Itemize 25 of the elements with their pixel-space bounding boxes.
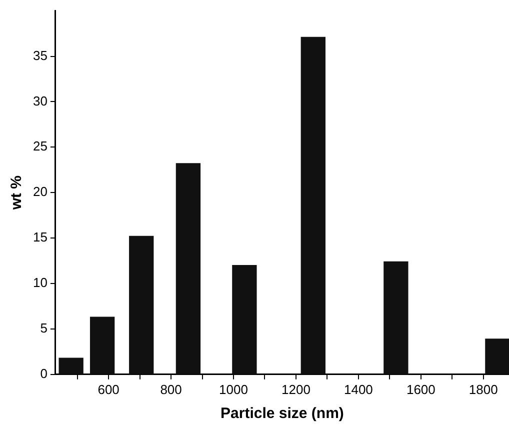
x-axis-title: Particle size (nm): [220, 405, 344, 422]
bar: [176, 163, 201, 374]
x-tick-label: 1200: [282, 382, 310, 397]
x-tick-label: 1000: [219, 382, 248, 397]
x-tick-label: 600: [98, 382, 120, 397]
x-tick-label: 1800: [468, 382, 498, 397]
bar: [384, 261, 408, 374]
y-tick-label: 15: [32, 230, 48, 245]
y-tick-label: 25: [32, 138, 48, 154]
bar: [232, 264, 257, 374]
y-tick-label: 5: [40, 320, 48, 336]
x-tick-label: 1400: [344, 382, 373, 397]
bar: [485, 338, 509, 374]
y-axis-title: wt %: [8, 176, 26, 211]
bar: [300, 36, 326, 374]
bar: [129, 236, 154, 374]
y-tick-label: 30: [32, 93, 48, 108]
y-tick-label: 35: [32, 48, 48, 63]
bar: [58, 358, 84, 374]
x-tick-label: 1600: [406, 382, 436, 397]
y-tick-label: 0: [40, 366, 48, 381]
bar: [90, 316, 115, 374]
y-tick-label: 20: [32, 184, 48, 200]
y-tick-label: 10: [32, 275, 48, 290]
x-tick-label: 800: [160, 382, 182, 397]
